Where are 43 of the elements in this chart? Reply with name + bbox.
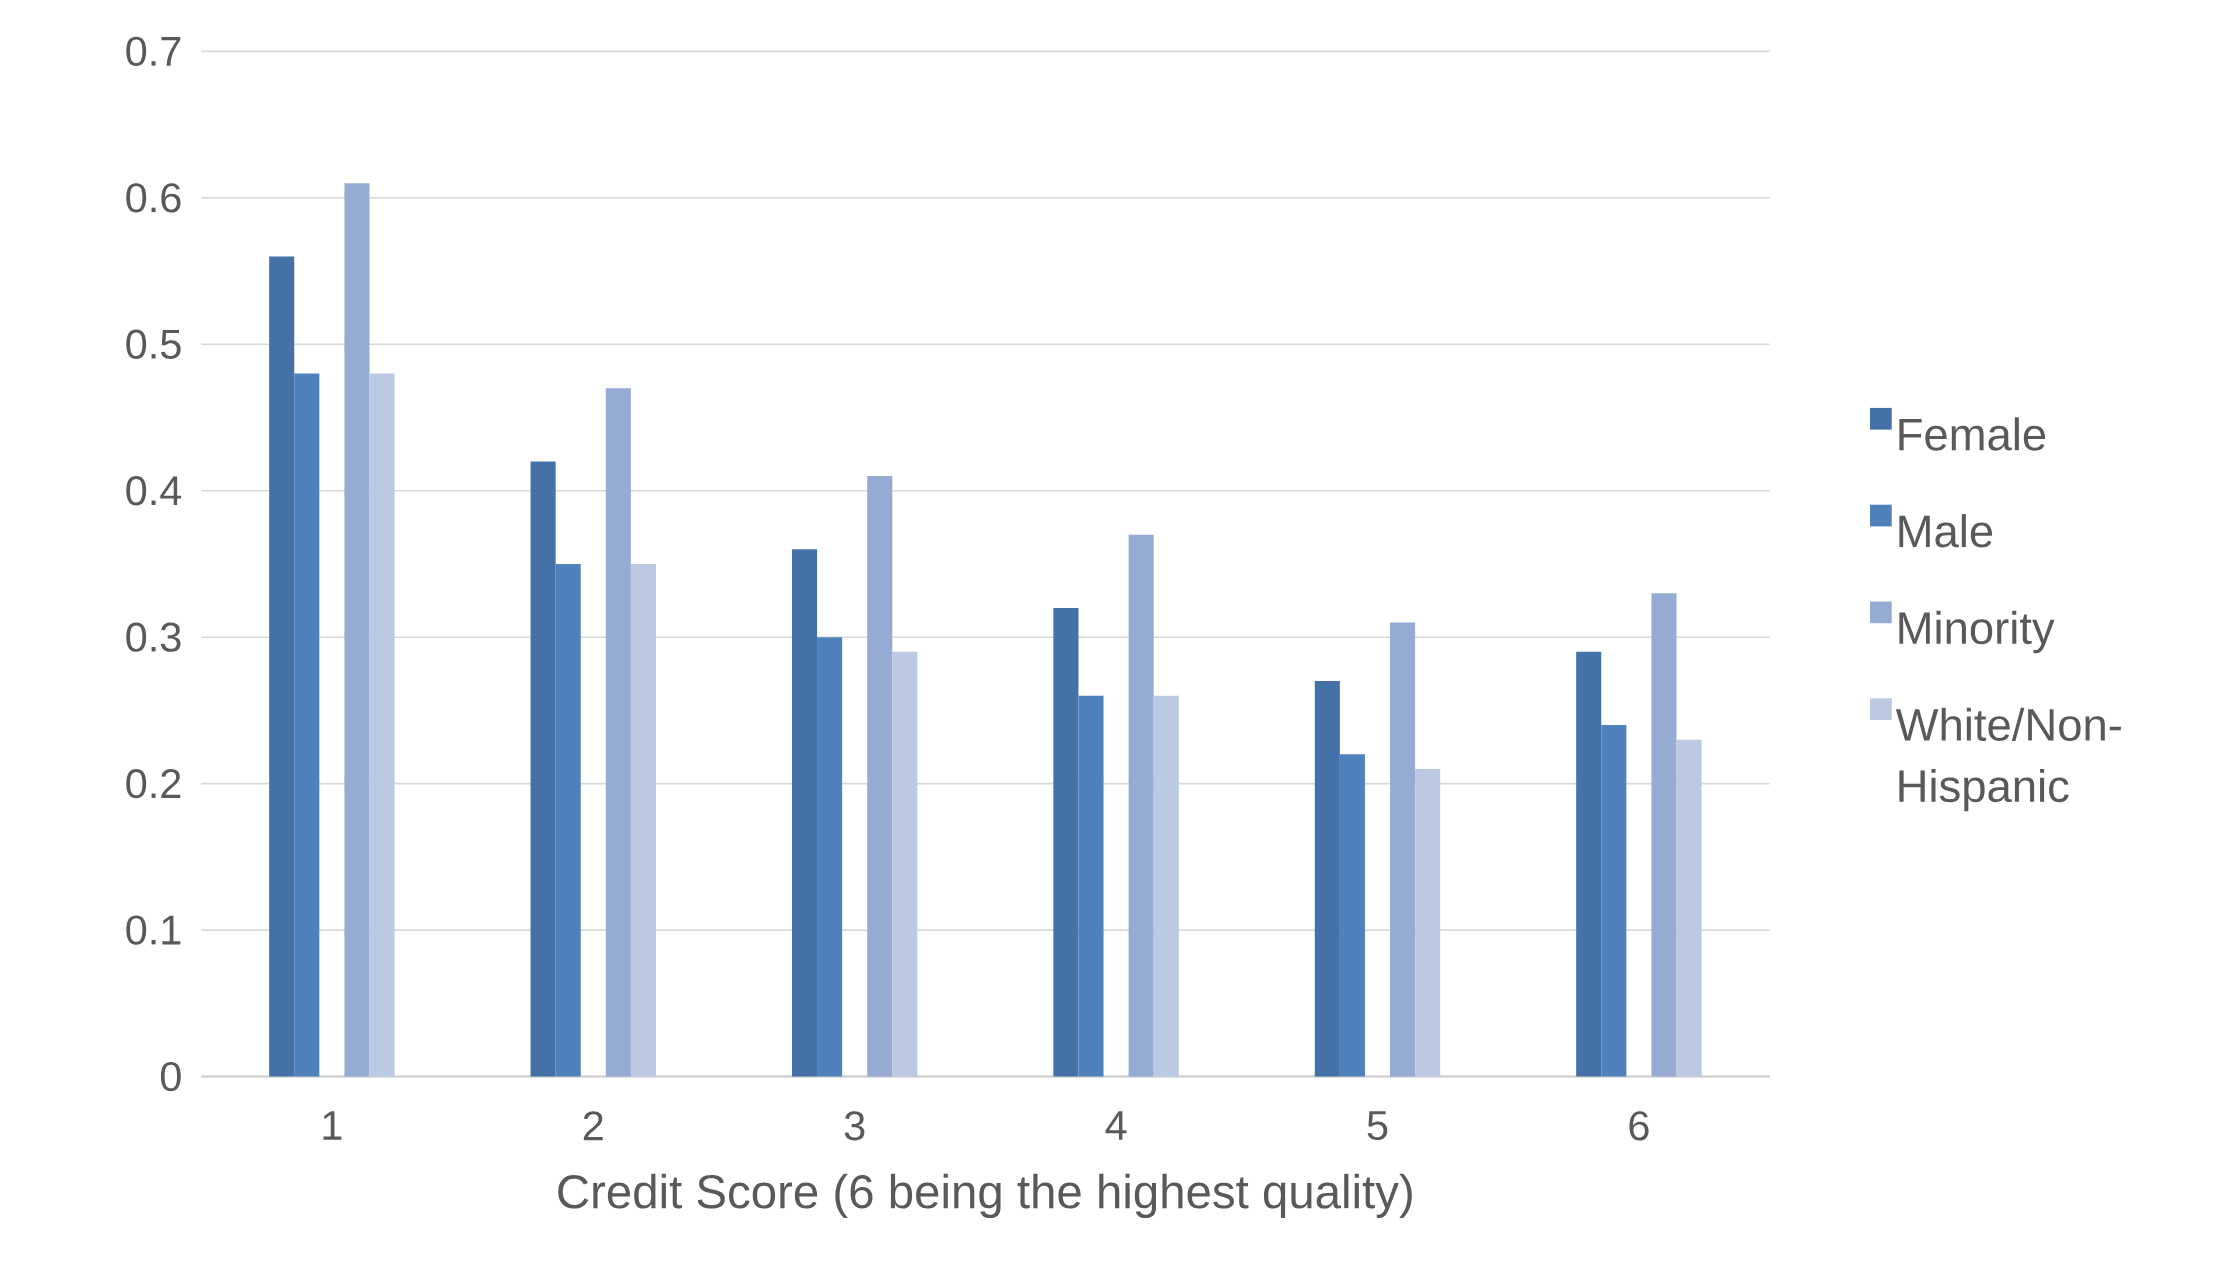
bar xyxy=(269,256,295,1077)
y-tick-label: 0.6 xyxy=(126,183,181,213)
bar xyxy=(630,563,656,1077)
x-tick-label: 6 xyxy=(1629,1111,1649,1141)
x-tick-label: 1 xyxy=(323,1111,342,1140)
bar xyxy=(605,388,631,1077)
bar xyxy=(294,373,320,1077)
bar xyxy=(1415,768,1441,1077)
bar xyxy=(530,461,556,1077)
x-tick-label: 4 xyxy=(1105,1111,1127,1140)
bar xyxy=(1314,681,1340,1077)
y-tick-label: 0.1 xyxy=(126,915,181,945)
y-tick-label: 0 xyxy=(160,1061,181,1092)
bar xyxy=(1651,593,1677,1077)
bar xyxy=(1128,534,1154,1077)
bar xyxy=(1053,607,1079,1077)
x-tick-label: 2 xyxy=(583,1111,603,1141)
y-tick-label: 0.3 xyxy=(126,622,181,652)
bar xyxy=(555,563,581,1077)
bar xyxy=(369,373,395,1077)
bar xyxy=(1676,739,1702,1077)
bar xyxy=(1601,724,1627,1077)
bar xyxy=(867,475,893,1077)
x-tick-label: 5 xyxy=(1367,1111,1388,1140)
x-axis-title: Credit Score (6 being the highest quality) xyxy=(558,1173,1412,1218)
bar xyxy=(892,651,918,1077)
legend-label: White/Non-Hispanic xyxy=(1895,707,2121,812)
bar xyxy=(1153,695,1179,1077)
bar xyxy=(344,183,370,1077)
bar xyxy=(1576,651,1602,1077)
y-tick-label: 0.4 xyxy=(126,475,182,506)
y-tick-label: 0.5 xyxy=(126,329,181,359)
bar xyxy=(817,637,843,1077)
legend-label: Female xyxy=(1899,417,2046,451)
bar xyxy=(791,549,818,1077)
bar xyxy=(1078,695,1104,1077)
bar xyxy=(1390,622,1416,1077)
y-tick-label: 0.2 xyxy=(126,768,181,799)
bar xyxy=(1339,754,1365,1077)
legend-label: Minority xyxy=(1899,610,2055,654)
y-tick-label: 0.7 xyxy=(126,36,181,66)
legend-label: Male xyxy=(1899,513,1993,548)
x-tick-label: 3 xyxy=(844,1111,865,1141)
